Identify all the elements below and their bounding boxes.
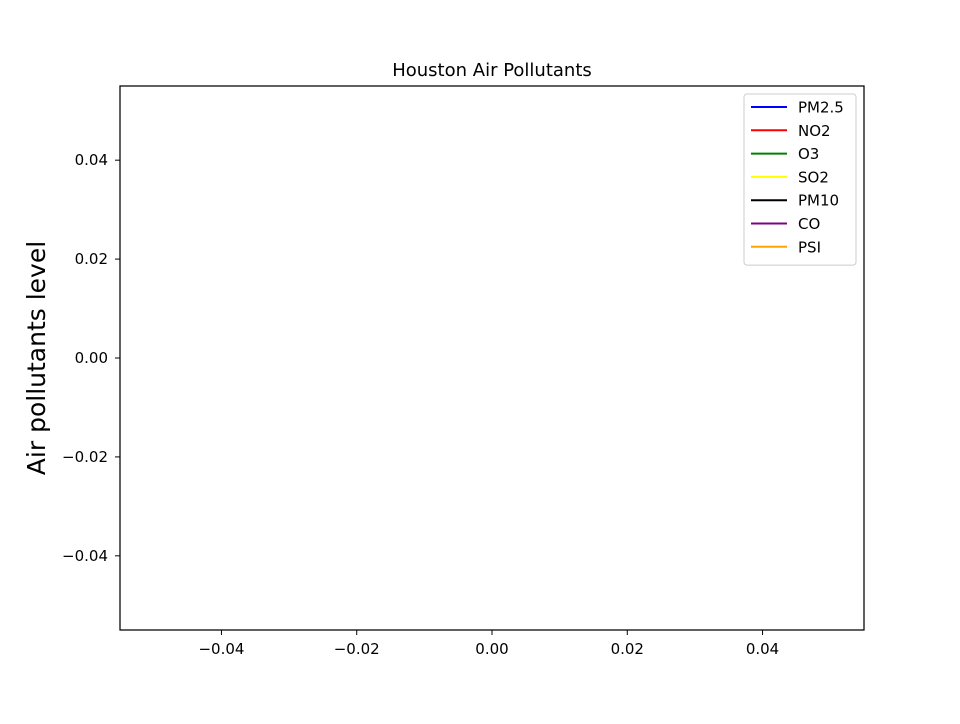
- legend-label: NO2: [798, 122, 831, 140]
- legend-label: PM2.5: [798, 99, 844, 117]
- legend: PM2.5 NO2 O3 SO2 PM10 CO PSI: [743, 93, 857, 266]
- x-tick-label: 0.00: [475, 640, 508, 658]
- legend-label: CO: [798, 215, 820, 233]
- x-tick-label: 0.04: [746, 640, 779, 658]
- y-axis-label: Air pollutants level: [22, 241, 51, 475]
- x-axis: −0.04 −0.02 0.00 0.02 0.04: [198, 630, 779, 658]
- legend-label: SO2: [798, 168, 829, 186]
- chart-title: Houston Air Pollutants: [392, 60, 592, 81]
- legend-box: [743, 93, 857, 266]
- y-axis: 0.04 0.02 0.00 −0.02 −0.04: [62, 151, 120, 565]
- x-tick-label: 0.02: [611, 640, 644, 658]
- legend-label: PM10: [798, 192, 839, 210]
- legend-label: O3: [798, 145, 819, 163]
- y-tick-label: 0.02: [75, 250, 108, 268]
- x-tick-label: −0.04: [198, 640, 244, 658]
- x-tick-label: −0.02: [334, 640, 380, 658]
- y-tick-label: 0.04: [75, 151, 108, 169]
- legend-label: PSI: [798, 238, 821, 256]
- y-tick-label: −0.02: [62, 448, 108, 466]
- y-tick-label: −0.04: [62, 547, 108, 565]
- y-tick-label: 0.00: [75, 349, 108, 367]
